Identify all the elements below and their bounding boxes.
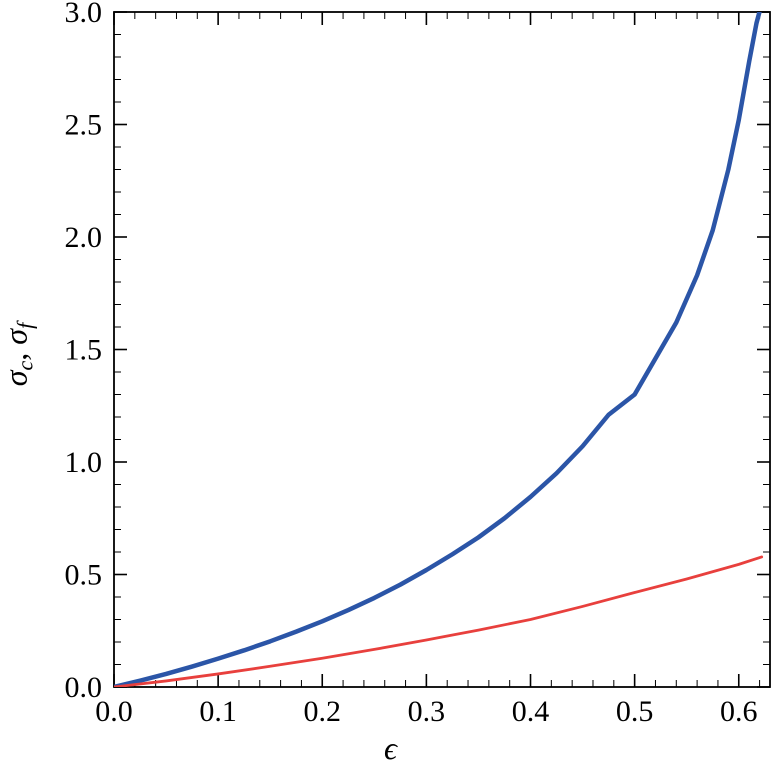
x-tick-label: 0.4 — [512, 695, 550, 728]
curves — [114, 12, 764, 687]
y-tick-label: 3.0 — [65, 0, 103, 29]
x-tick-label: 0.5 — [616, 695, 654, 728]
y-tick-label: 1.0 — [65, 446, 103, 479]
y-tick-label: 0.0 — [65, 671, 103, 704]
x-axis-label: ϵ — [384, 730, 397, 766]
x-tick-label: 0.1 — [199, 695, 237, 728]
x-tick-label: 0.6 — [720, 695, 758, 728]
x-tick-label: 0.2 — [304, 695, 342, 728]
y-tick-label: 2.5 — [65, 109, 103, 142]
sigma-f-subscript: f — [12, 322, 38, 329]
sigma-c-subscript: c — [12, 360, 38, 371]
y-tick-label: 1.5 — [65, 334, 103, 367]
tick-marks — [113, 11, 770, 688]
x-tick-label: 0.0 — [95, 695, 133, 728]
sigma-f-symbol: σ — [0, 328, 34, 345]
x-tick-label: 0.3 — [408, 695, 446, 728]
ylabel-separator: , — [0, 344, 34, 361]
curve-sigma_c — [114, 12, 762, 687]
y-tick-label: 0.5 — [65, 559, 103, 592]
plot-frame — [113, 11, 771, 688]
y-tick-label: 2.0 — [65, 221, 103, 254]
y-axis-label: σc, σf — [0, 225, 39, 485]
sigma-c-symbol: σ — [0, 370, 34, 387]
curve-sigma_f — [114, 555, 764, 687]
